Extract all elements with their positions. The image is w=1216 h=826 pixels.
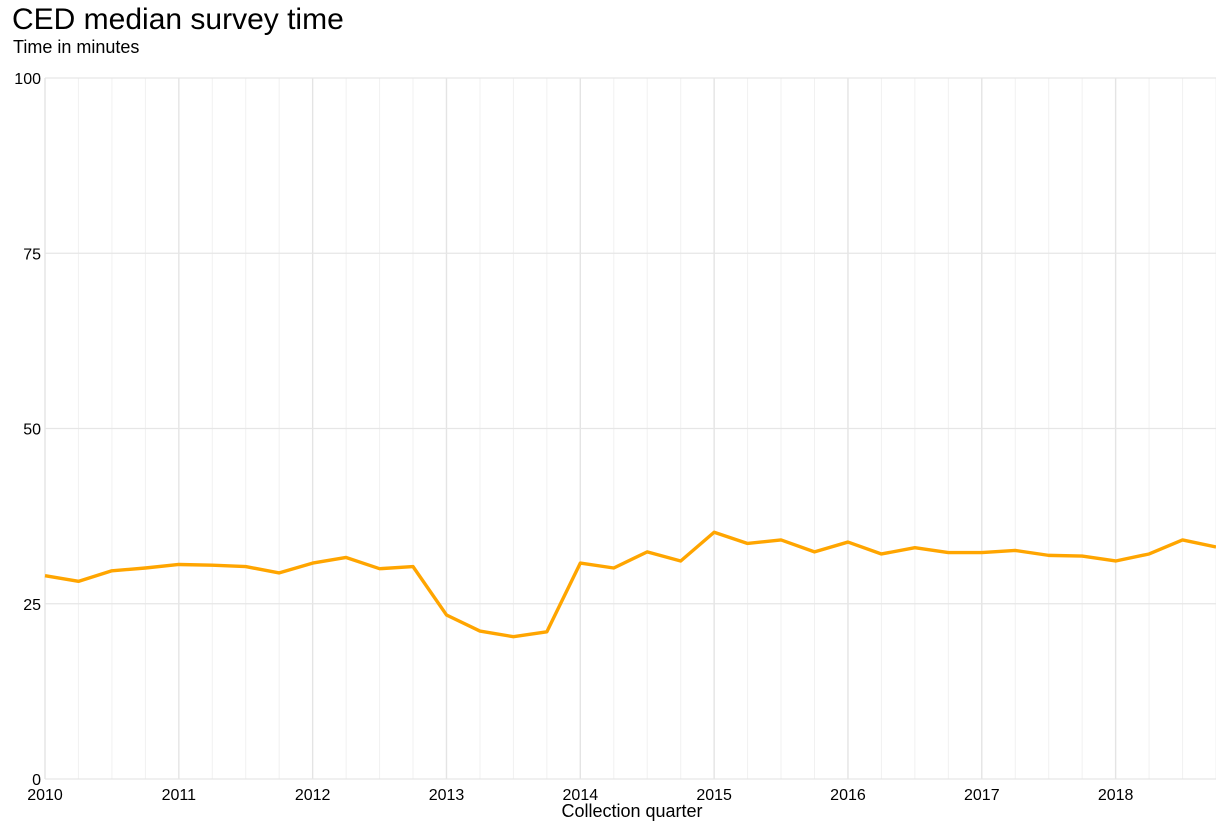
y-tick-label: 0 — [32, 772, 41, 789]
y-tick-label: 25 — [23, 597, 41, 614]
x-tick-label: 2013 — [429, 787, 465, 804]
x-tick-label: 2011 — [162, 787, 197, 804]
x-axis-title: Collection quarter — [561, 801, 702, 821]
x-tick-label: 2017 — [964, 787, 1000, 804]
series-line — [44, 530, 1216, 639]
x-tick-label: 2012 — [295, 787, 331, 804]
chart-title: CED median survey time — [12, 3, 344, 36]
x-tick-label: 2018 — [1098, 787, 1134, 804]
x-axis-ticks: 2010 2011 2012 2013 2014 2015 2016 2017 2018 — [27, 787, 1133, 804]
x-tick-label: 2016 — [830, 787, 866, 804]
gridlines-y — [45, 77, 1216, 780]
x-tick-label: 2010 — [27, 787, 63, 804]
x-tick-label: 2015 — [696, 787, 732, 804]
y-tick-label: 50 — [23, 422, 41, 439]
y-tick-label: 75 — [23, 246, 41, 263]
y-axis-ticks: 0 25 50 75 100 — [14, 71, 41, 789]
series-layer — [44, 530, 1216, 639]
x-tick-label: 2014 — [563, 787, 599, 804]
chart-subtitle: Time in minutes — [13, 37, 140, 57]
y-tick-label: 100 — [14, 71, 41, 88]
